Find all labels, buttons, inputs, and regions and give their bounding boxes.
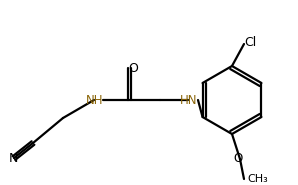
Text: N: N	[8, 152, 18, 166]
Text: HN: HN	[180, 93, 198, 107]
Text: CH₃: CH₃	[247, 174, 268, 184]
Text: O: O	[128, 63, 138, 75]
Text: O: O	[233, 152, 243, 166]
Text: Cl: Cl	[244, 36, 256, 50]
Text: NH: NH	[86, 93, 104, 107]
